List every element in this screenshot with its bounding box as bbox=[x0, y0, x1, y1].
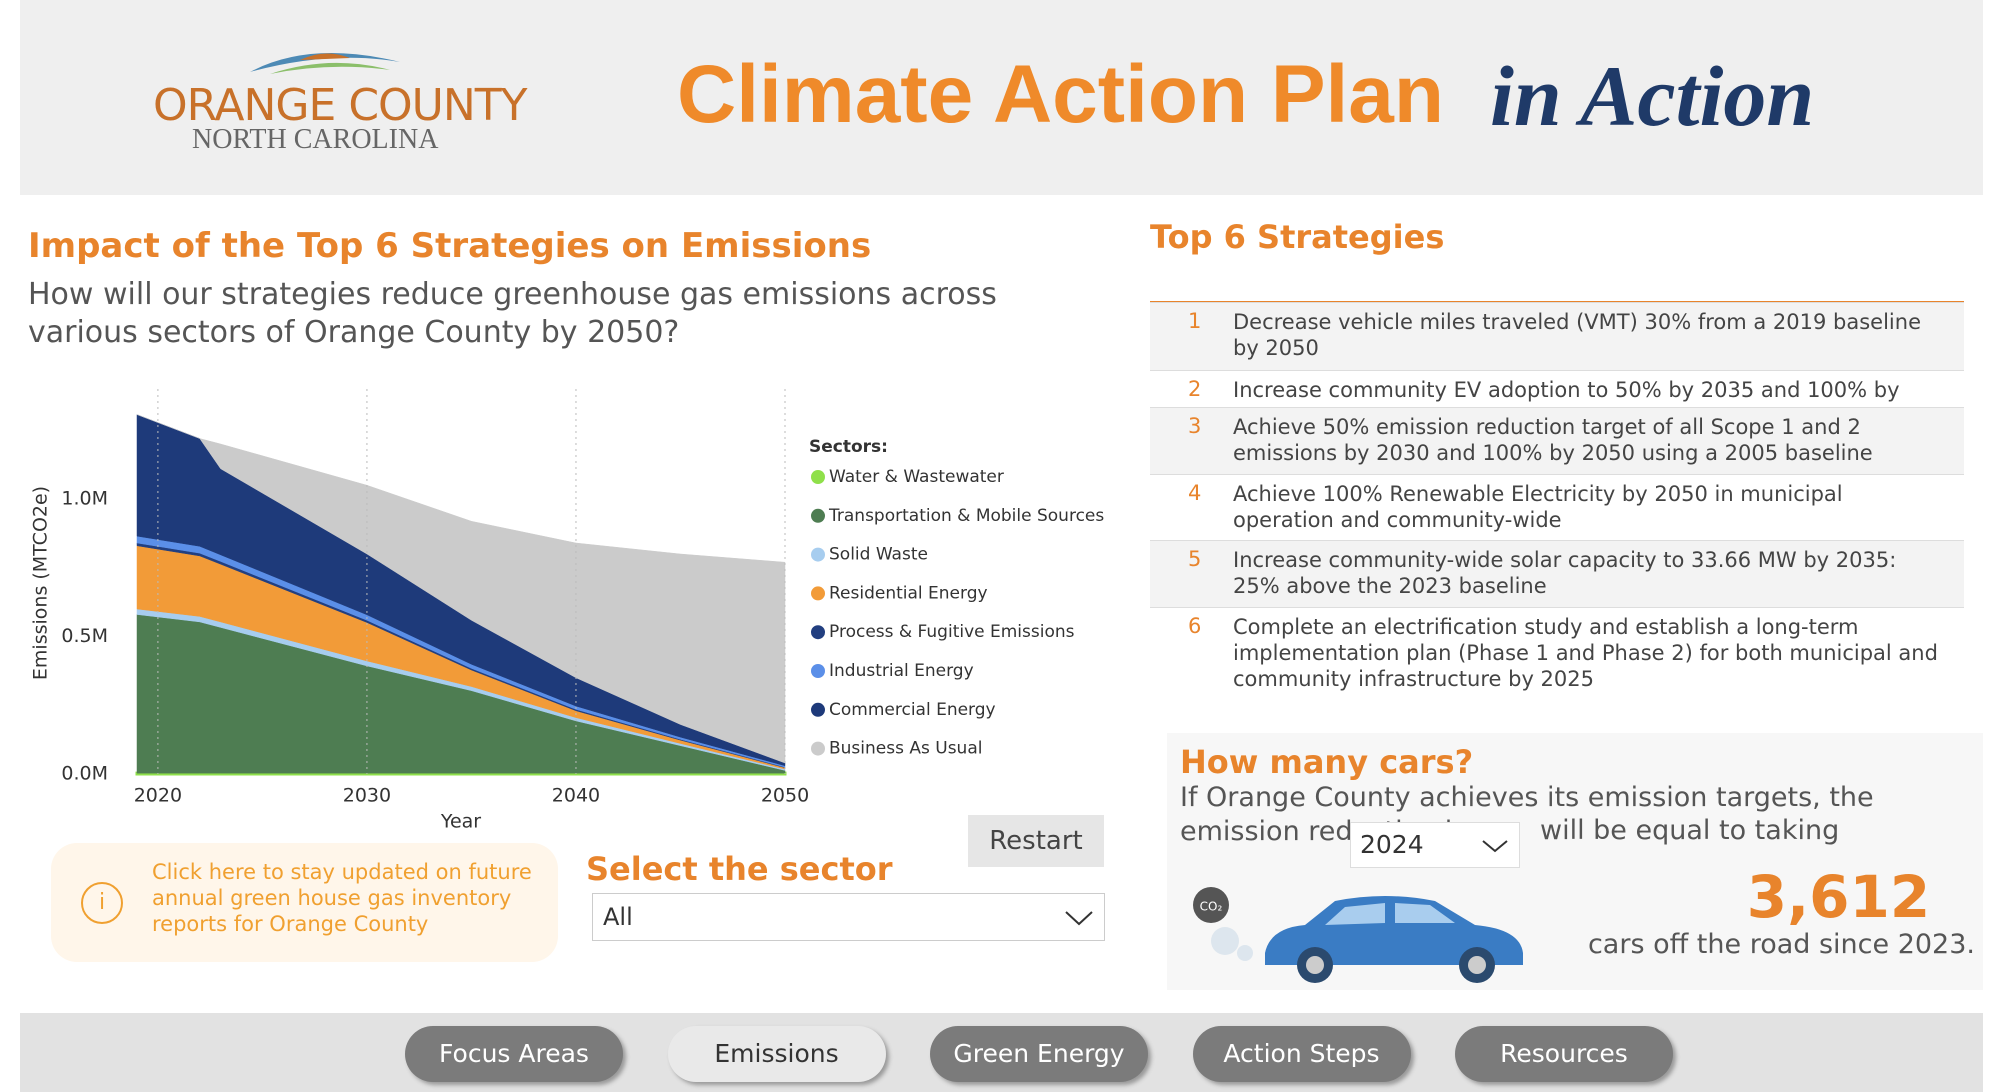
cars-title: How many cars? bbox=[1180, 743, 1474, 781]
strategies-title: Top 6 Strategies bbox=[1150, 218, 1445, 256]
logo-mark bbox=[250, 53, 400, 74]
info-box[interactable]: i Click here to stay updated on future a… bbox=[51, 843, 558, 962]
legend-swatch bbox=[811, 625, 825, 640]
legend-title: Sectors: bbox=[809, 437, 888, 457]
legend-label: Water & Wastewater bbox=[829, 467, 1004, 487]
strategy-number: 1 bbox=[1188, 309, 1202, 333]
area bbox=[136, 414, 786, 764]
legend-swatch bbox=[811, 470, 825, 484]
strategy-number: 2 bbox=[1188, 377, 1202, 401]
year-dropdown[interactable]: 2024 bbox=[1350, 822, 1520, 868]
legend-label: Business As Usual bbox=[829, 739, 982, 759]
legend-swatch bbox=[811, 586, 825, 601]
cars-panel: How many cars? If Orange County achieves… bbox=[1167, 733, 1983, 990]
legend-swatch bbox=[811, 547, 825, 562]
page-title: Climate Action Plan bbox=[677, 49, 1444, 140]
legend-label: Industrial Energy bbox=[829, 661, 974, 681]
page-title-italic: in Action bbox=[1490, 48, 1815, 144]
legend-label: Process & Fugitive Emissions bbox=[829, 622, 1075, 642]
legend-label: Residential Energy bbox=[829, 583, 988, 603]
legend-swatch bbox=[811, 508, 825, 523]
y-tick-label: 0.5M bbox=[61, 625, 108, 647]
dropdown-arrow bbox=[1482, 840, 1508, 853]
info-link[interactable]: Click here to stay updated on future ann… bbox=[152, 860, 532, 936]
legend-swatch bbox=[811, 664, 825, 678]
nav-button[interactable]: Emissions bbox=[667, 1026, 886, 1082]
y-axis-label: Emissions (MTCO2e) bbox=[30, 486, 52, 680]
cars-text-after: will be equal to taking bbox=[1540, 815, 1840, 846]
chart-subtitle: How will our strategies reduce greenhous… bbox=[28, 277, 997, 350]
nav-button[interactable]: Green Energy bbox=[930, 1026, 1148, 1082]
nav-button[interactable]: Action Steps bbox=[1192, 1026, 1411, 1082]
legend-label: Solid Waste bbox=[829, 545, 928, 565]
legend-label: Commercial Energy bbox=[829, 700, 996, 720]
strategy-row: 1 Decrease vehicle miles traveled (VMT) 3… bbox=[1150, 302, 1964, 371]
x-tick-label: 2040 bbox=[552, 785, 600, 807]
strategy-number: 4 bbox=[1188, 481, 1202, 505]
strategy-row: 3 Achieve 50% emission reduction target o… bbox=[1150, 407, 1964, 475]
y-tick-label: 1.0M bbox=[61, 488, 108, 510]
car-icon: CO₂ bbox=[1193, 887, 1523, 983]
restart-button[interactable]: Restart bbox=[968, 815, 1104, 867]
sector-label: Select the sector bbox=[586, 850, 893, 888]
cars-text-end: cars off the road since 2023. bbox=[1587, 929, 1975, 960]
strategy-number: 5 bbox=[1188, 547, 1202, 571]
legend-label: Transportation & Mobile Sources bbox=[828, 506, 1104, 526]
x-tick-label: 2030 bbox=[343, 785, 391, 807]
info-icon: i bbox=[81, 882, 123, 924]
strategy-row: 5 Increase community-wide solar capacity … bbox=[1150, 540, 1964, 608]
sector-dropdown[interactable]: All bbox=[592, 893, 1105, 941]
strategy-text: Achieve 50% emission reduction target of… bbox=[1233, 415, 1873, 465]
strategy-text: Achieve 100% Renewable Electricity by 20… bbox=[1233, 482, 1843, 532]
x-axis-label: Year bbox=[440, 811, 481, 833]
strategy-text: Decrease vehicle miles traveled (VMT) 30… bbox=[1233, 310, 1921, 360]
legend-swatch bbox=[811, 741, 825, 756]
strategy-row: 2 Increase community EV adoption to 50% b… bbox=[1150, 370, 1964, 428]
strategy-row: 4 Achieve 100% Renewable Electricity by 2… bbox=[1150, 474, 1964, 541]
chart-title: Impact of the Top 6 Strategies on Emissi… bbox=[28, 226, 872, 266]
sector-value: All bbox=[603, 903, 633, 931]
strategy-number: 6 bbox=[1188, 614, 1202, 638]
legend-swatch bbox=[811, 702, 825, 717]
y-tick-label: 0.0M bbox=[61, 763, 108, 785]
cars-count: 3,612 bbox=[1746, 863, 1931, 931]
header: ORANGE COUNTY NORTH CAROLINA Climate Act… bbox=[20, 0, 1983, 195]
logo-line2: NORTH CAROLINA bbox=[192, 124, 439, 155]
logo-line1: ORANGE COUNTY bbox=[153, 80, 528, 131]
strategy-text: Increase community-wide solar capacity t… bbox=[1233, 548, 1897, 598]
chart: Emissions (MTCO2e) Year Sectors: Water &… bbox=[30, 389, 1104, 833]
co2-label: CO₂ bbox=[1200, 900, 1223, 914]
strategy-number: 3 bbox=[1188, 414, 1202, 438]
year-value: 2024 bbox=[1360, 830, 1424, 859]
nav-button[interactable]: Focus Areas bbox=[405, 1026, 623, 1082]
nav-button[interactable]: Resources bbox=[1455, 1026, 1673, 1082]
x-tick-label: 2050 bbox=[761, 785, 809, 807]
dropdown-arrow bbox=[1065, 911, 1093, 926]
x-tick-label: 2020 bbox=[134, 785, 182, 807]
strategy-row: 6 Complete an electrification study and e… bbox=[1150, 607, 1964, 693]
strategy-text: Complete an electrification study and es… bbox=[1233, 615, 1938, 691]
